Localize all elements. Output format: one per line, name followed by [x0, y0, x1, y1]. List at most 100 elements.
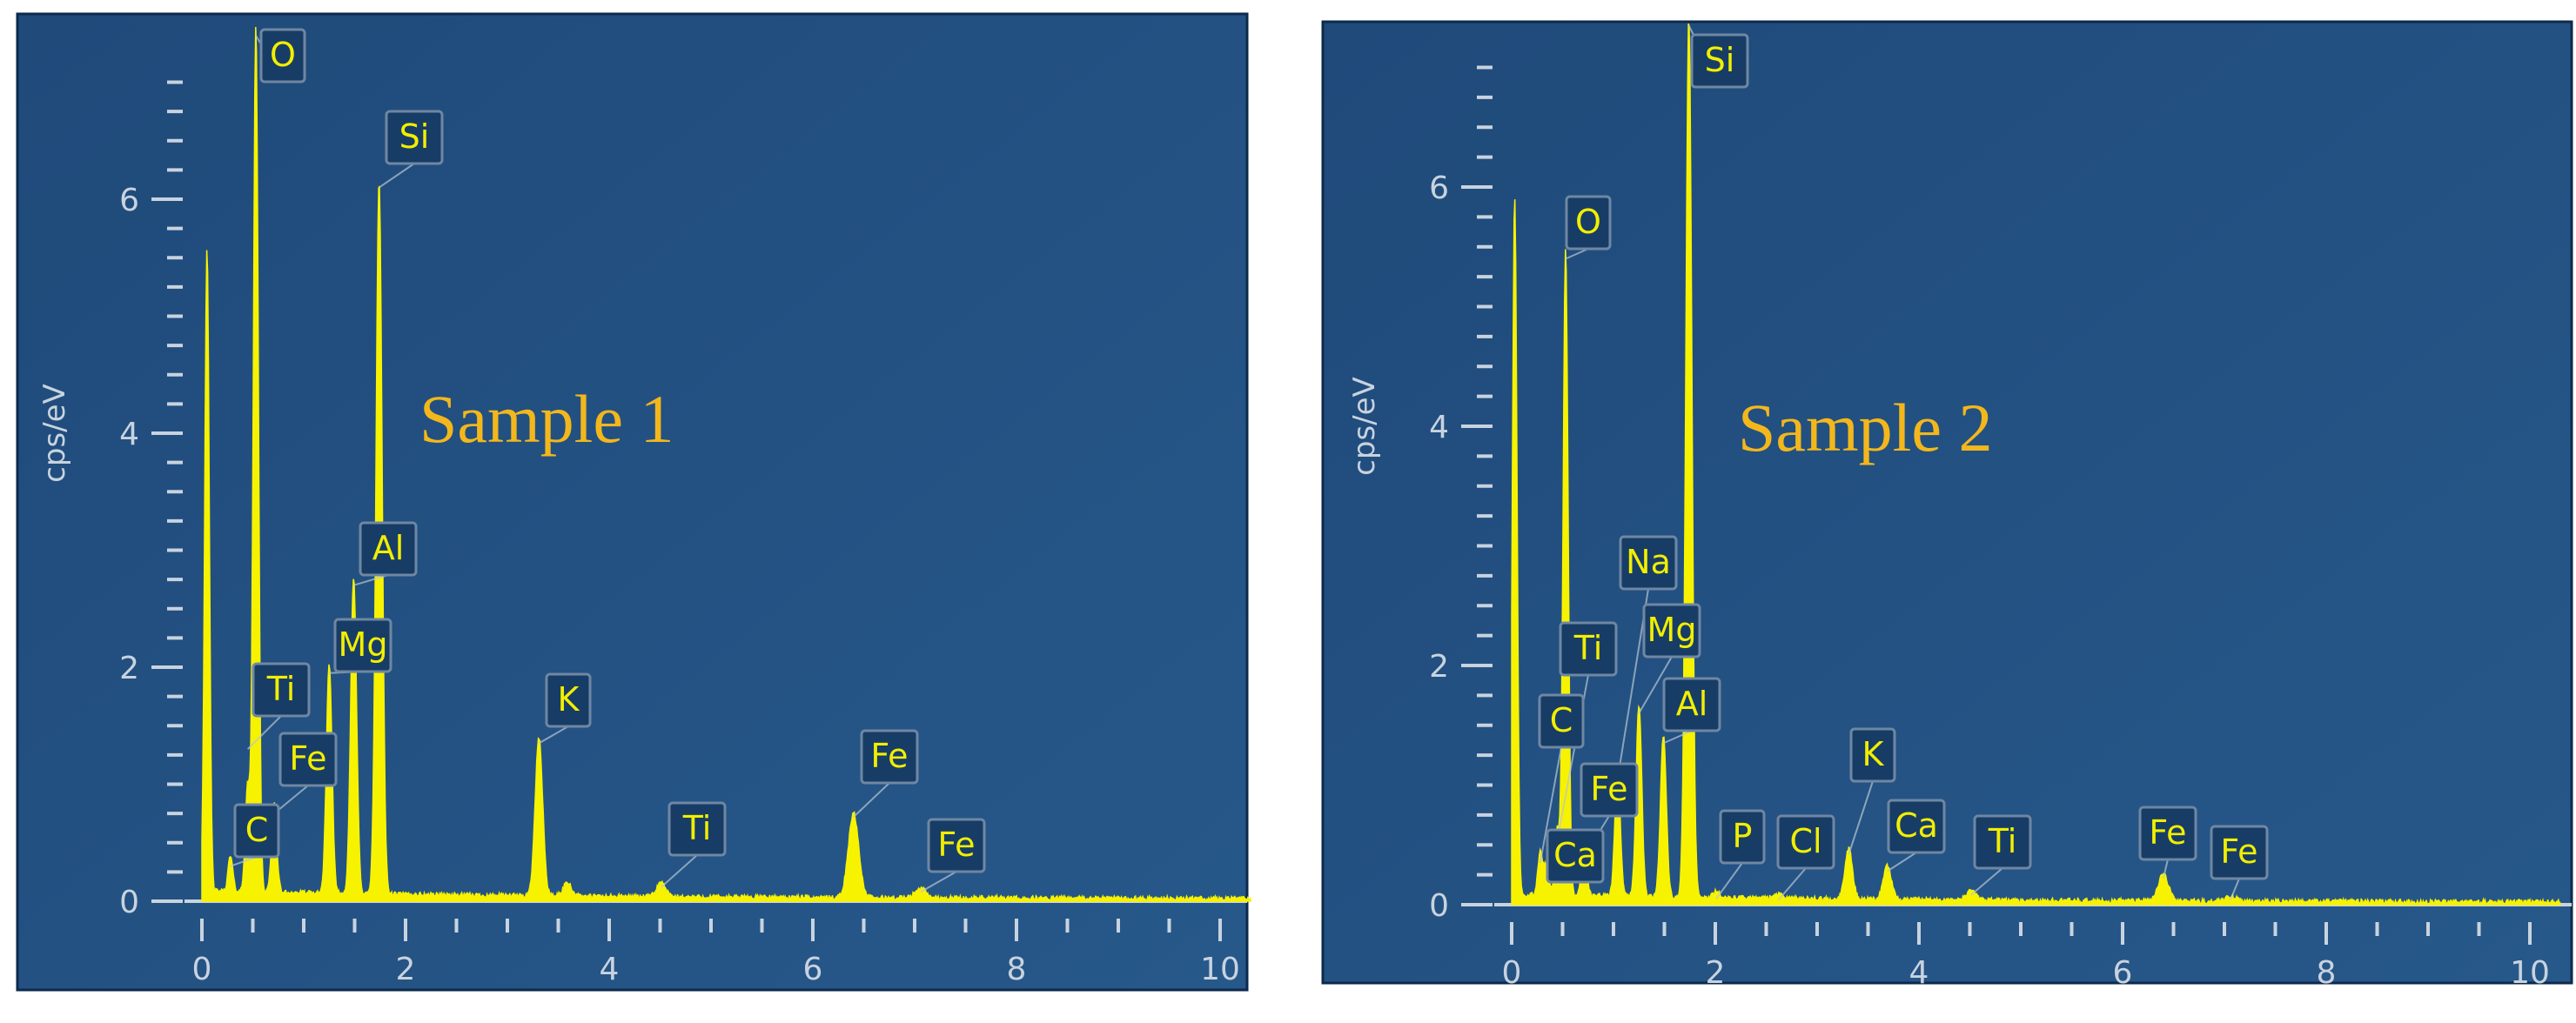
peak-leader-line	[1887, 852, 1917, 873]
peak-label-na: Na	[1616, 535, 1678, 779]
y-tick-label: 6	[1429, 170, 1449, 206]
peak-label-k: K	[1848, 727, 1896, 855]
peak-label-text: Fe	[937, 826, 975, 864]
peak-leader-line	[1715, 862, 1743, 899]
y-tick-label: 4	[1429, 410, 1449, 445]
sample-title: Sample 1	[419, 381, 674, 457]
peak-label-box	[1776, 814, 1835, 870]
spectrum-panel-sample-2: 0 2 4 6 8 10 0 2 4 6 cps/eV Si O Na Mg Ti C Al Fe Ca P Cl K Ca T…	[1318, 0, 2576, 1023]
peak-leader-line	[246, 715, 282, 750]
peak-label-text: Mg	[1647, 611, 1697, 649]
y-tick-label: 0	[1429, 888, 1449, 924]
peak-leader-line	[920, 871, 957, 893]
peak-label-text: Mg	[339, 625, 388, 664]
peak-label-c: C	[230, 803, 280, 867]
peak-label-text: Fe	[870, 737, 908, 775]
peak-label-text: Fe	[1590, 770, 1627, 808]
peak-label-ca: Ca	[1887, 799, 1946, 873]
peak-label-box	[2138, 806, 2197, 861]
peak-label-box	[278, 732, 338, 787]
peak-label-text: Ti	[1573, 629, 1603, 667]
peak-label-box	[860, 729, 919, 785]
peak-label-ti: Ti	[1970, 814, 2032, 896]
peak-label-box	[2210, 825, 2269, 880]
y-tick-label: 2	[1429, 649, 1449, 685]
peak-label-text: Na	[1626, 543, 1671, 581]
peak-label-text: C	[245, 811, 269, 849]
y-axis-label: cps/eV	[1347, 377, 1382, 476]
peak-leader-line	[353, 574, 389, 586]
peak-leader-line	[853, 782, 890, 818]
peak-label-text: Fe	[2149, 813, 2186, 852]
peak-leader-line	[1777, 867, 1807, 901]
peak-label-fe: Fe	[273, 732, 338, 814]
peak-label-box	[1973, 814, 2032, 870]
peak-label-o: O	[1565, 195, 1612, 260]
peak-label-al: Al	[1662, 677, 1721, 745]
x-tick-label: 0	[192, 952, 212, 987]
peak-label-ti: Ti	[661, 801, 727, 888]
x-tick-label: 8	[1007, 952, 1027, 987]
x-tick-label: 4	[1909, 955, 1929, 991]
peak-label-o: O	[255, 28, 306, 84]
x-tick-label: 8	[2317, 955, 2337, 991]
peak-label-text: O	[270, 36, 296, 74]
peak-label-si: Si	[379, 110, 444, 189]
peak-label-text: O	[1575, 203, 1601, 241]
peak-label-box	[233, 803, 280, 859]
peak-leader-line	[230, 856, 258, 867]
x-tick-label: 10	[1200, 952, 1240, 987]
peak-label-mg: Mg	[1638, 603, 1701, 714]
peak-label-text: Ca	[1895, 806, 1938, 845]
spectrum-chart-sample-1: 0 2 4 6 8 10 0 2 4 6 cps/eV O Si Al Mg Ti Fe C K Ti Fe Fe Samp…	[16, 12, 1251, 992]
peak-label-fe: Fe	[2210, 825, 2269, 900]
y-tick-label: 4	[119, 417, 139, 452]
peak-label-box	[1619, 535, 1678, 591]
x-tick-label: 10	[2510, 955, 2550, 991]
x-tick-label: 2	[1706, 955, 1726, 991]
peak-label-box	[1546, 828, 1605, 884]
peak-leader-line	[661, 854, 698, 888]
y-tick-label: 6	[119, 183, 139, 218]
peak-label-al: Al	[353, 521, 418, 586]
peak-label-text: Ti	[266, 670, 296, 708]
peak-label-p: P	[1715, 809, 1766, 899]
peak-leader-line	[2230, 878, 2240, 900]
peak-label-box	[1565, 195, 1612, 251]
peak-label-text: Ti	[1988, 822, 2017, 860]
peak-label-box	[667, 801, 727, 857]
peak-label-box	[259, 28, 306, 84]
peak-label-box	[1887, 799, 1946, 854]
peak-leader-line	[1970, 867, 2003, 896]
peak-label-box	[1642, 603, 1701, 659]
peak-leader-line	[1638, 656, 1673, 714]
plot-background	[1321, 20, 2573, 985]
peak-label-text: Al	[372, 529, 405, 567]
plot-background	[16, 12, 1249, 992]
peak-leader-line	[538, 725, 569, 745]
peak-label-text: Fe	[289, 739, 326, 778]
peak-label-box	[385, 110, 444, 165]
peak-label-fe: Fe	[853, 729, 919, 818]
peak-label-text: Ti	[682, 809, 712, 847]
x-tick-label: 4	[600, 952, 620, 987]
spectrum-series	[201, 26, 1251, 904]
peak-leader-line	[1662, 730, 1693, 745]
peak-label-mg: Mg	[329, 618, 392, 674]
peak-label-cl: Cl	[1776, 814, 1835, 901]
peak-label-box	[252, 662, 311, 718]
peak-label-fe: Fe	[2138, 806, 2197, 879]
peak-label-text: Si	[1705, 41, 1735, 79]
peak-label-text: K	[558, 680, 580, 719]
peak-label-text: K	[1862, 735, 1885, 773]
x-tick-label: 0	[1502, 955, 1522, 991]
peak-label-text: P	[1733, 817, 1753, 855]
peak-label-box	[545, 672, 592, 728]
peak-label-text: Si	[399, 117, 430, 156]
peak-label-box	[927, 818, 986, 873]
peak-label-box	[1662, 677, 1721, 732]
peak-leader-line	[273, 785, 309, 814]
peak-label-box	[333, 618, 392, 673]
peak-leader-line	[1539, 746, 1562, 864]
